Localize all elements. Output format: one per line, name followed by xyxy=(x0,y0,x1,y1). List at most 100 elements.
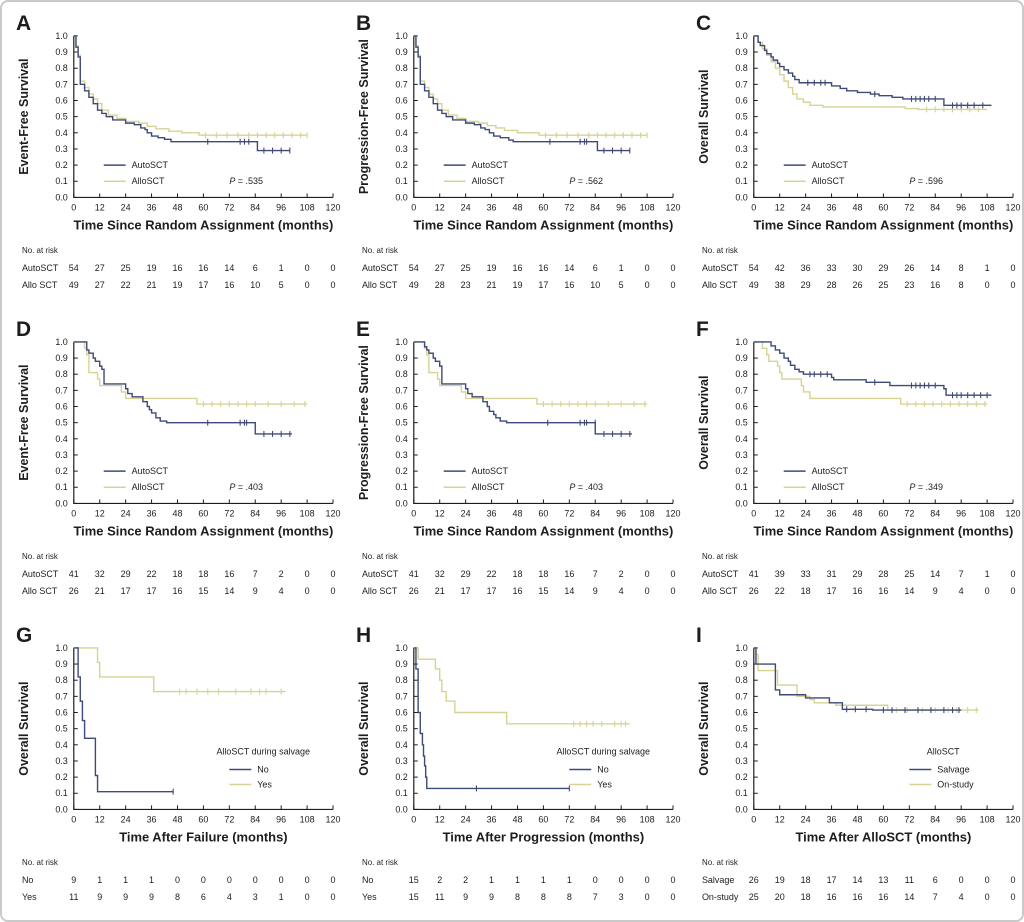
p-value: P = .535 xyxy=(229,176,263,186)
at-risk-count: 18 xyxy=(538,569,548,579)
y-tick-label: 1.0 xyxy=(55,31,67,41)
x-tick-label: 36 xyxy=(827,202,837,212)
at-risk-row-label: Allo SCT xyxy=(22,586,58,596)
panel-letter: H xyxy=(356,624,371,647)
y-tick-label: 0.7 xyxy=(395,692,407,702)
at-risk-count: 19 xyxy=(512,280,522,290)
at-risk-header: No. at risk xyxy=(362,552,398,561)
at-risk-count: 1 xyxy=(123,875,128,885)
at-risk-count: 18 xyxy=(198,569,208,579)
x-tick-label: 84 xyxy=(590,815,600,825)
at-risk-count: 14 xyxy=(904,892,914,902)
legend-label: No xyxy=(597,765,608,775)
y-tick-label: 0.7 xyxy=(735,79,747,89)
at-risk-count: 0 xyxy=(227,875,232,885)
panel-letter: E xyxy=(356,318,370,341)
y-tick-label: 0.4 xyxy=(55,740,67,750)
y-tick-label: 0.4 xyxy=(55,434,67,444)
x-tick-label: 36 xyxy=(147,815,157,825)
at-risk-count: 10 xyxy=(590,280,600,290)
at-risk-count: 18 xyxy=(172,569,182,579)
at-risk-row-label: No xyxy=(362,875,373,885)
at-risk-row-label: AutoSCT xyxy=(22,569,59,579)
at-risk-count: 0 xyxy=(645,263,650,273)
x-tick-label: 36 xyxy=(147,202,157,212)
at-risk-row-label: Allo SCT xyxy=(702,586,738,596)
km-curve-AutoSCT xyxy=(73,341,292,435)
at-risk-count: 22 xyxy=(775,586,785,596)
at-risk-count: 16 xyxy=(827,892,837,902)
at-risk-count: 16 xyxy=(172,586,182,596)
x-tick-label: 108 xyxy=(640,508,655,518)
legend-label: AlloSCT xyxy=(812,176,845,186)
at-risk-count: 14 xyxy=(930,569,940,579)
at-risk-count: 0 xyxy=(305,875,310,885)
at-risk-count: 25 xyxy=(749,892,759,902)
y-tick-label: 0.3 xyxy=(55,756,67,766)
y-axis-label: Overall Survival xyxy=(697,376,711,470)
x-tick-label: 108 xyxy=(300,202,315,212)
x-tick-label: 120 xyxy=(326,202,341,212)
y-tick-label: 0.9 xyxy=(395,659,407,669)
at-risk-count: 36 xyxy=(801,263,811,273)
at-risk-count: 49 xyxy=(409,280,419,290)
km-curve-AlloSCT xyxy=(413,341,648,405)
km-curve-AutoSCT xyxy=(753,35,992,107)
x-tick-label: 72 xyxy=(564,815,574,825)
p-value: P = .349 xyxy=(909,482,943,492)
y-tick-label: 0.4 xyxy=(395,740,407,750)
km-curve-No xyxy=(413,647,570,790)
y-tick-label: 0.3 xyxy=(735,450,747,460)
y-tick-label: 0.1 xyxy=(395,176,407,186)
y-tick-label: 0.5 xyxy=(735,112,747,122)
x-tick-label: 24 xyxy=(461,815,471,825)
at-risk-count: 0 xyxy=(671,569,676,579)
x-tick-label: 12 xyxy=(95,202,105,212)
at-risk-count: 16 xyxy=(224,280,234,290)
at-risk-row-label: AutoSCT xyxy=(362,263,399,273)
x-tick-label: 84 xyxy=(250,815,260,825)
at-risk-header: No. at risk xyxy=(702,552,738,561)
y-tick-label: 0.9 xyxy=(55,47,67,57)
x-tick-label: 72 xyxy=(904,202,914,212)
x-tick-label: 84 xyxy=(250,508,260,518)
x-tick-label: 84 xyxy=(250,202,260,212)
y-tick-label: 0.7 xyxy=(395,385,407,395)
at-risk-count: 0 xyxy=(985,875,990,885)
at-risk-count: 23 xyxy=(904,280,914,290)
y-tick-label: 0.7 xyxy=(55,385,67,395)
y-axis-label: Progression-Free Survival xyxy=(357,39,371,194)
at-risk-count: 21 xyxy=(147,280,157,290)
at-risk-count: 0 xyxy=(305,280,310,290)
at-risk-count: 0 xyxy=(645,569,650,579)
x-tick-label: 96 xyxy=(616,815,626,825)
at-risk-count: 16 xyxy=(512,586,522,596)
x-tick-label: 24 xyxy=(801,815,811,825)
at-risk-count: 6 xyxy=(593,263,598,273)
y-tick-label: 1.0 xyxy=(735,337,747,347)
at-risk-header: No. at risk xyxy=(22,858,58,867)
at-risk-count: 14 xyxy=(564,586,574,596)
y-tick-label: 0.8 xyxy=(735,369,747,379)
x-tick-label: 48 xyxy=(512,202,522,212)
at-risk-count: 28 xyxy=(435,280,445,290)
at-risk-count: 7 xyxy=(593,892,598,902)
at-risk-count: 39 xyxy=(775,569,785,579)
x-tick-label: 12 xyxy=(95,508,105,518)
at-risk-count: 25 xyxy=(904,569,914,579)
x-tick-label: 48 xyxy=(172,508,182,518)
x-tick-label: 96 xyxy=(956,202,966,212)
at-risk-count: 54 xyxy=(69,263,79,273)
y-tick-label: 0.2 xyxy=(735,772,747,782)
y-tick-label: 0.1 xyxy=(735,482,747,492)
y-tick-label: 0.5 xyxy=(735,418,747,428)
at-risk-count: 16 xyxy=(198,263,208,273)
y-tick-label: 0.3 xyxy=(395,450,407,460)
y-tick-label: 0.2 xyxy=(395,466,407,476)
at-risk-count: 21 xyxy=(487,280,497,290)
x-tick-label: 84 xyxy=(930,815,940,825)
x-tick-label: 36 xyxy=(487,508,497,518)
y-tick-label: 0.1 xyxy=(395,482,407,492)
at-risk-count: 14 xyxy=(852,875,862,885)
